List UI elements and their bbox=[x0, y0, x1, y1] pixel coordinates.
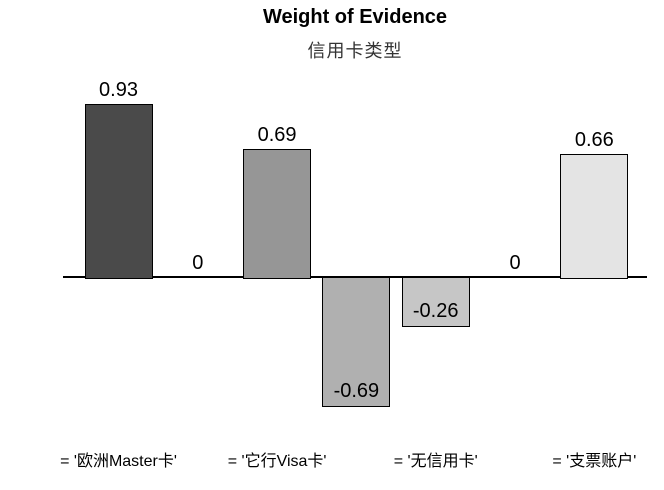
bar-value-label: 0.69 bbox=[257, 123, 297, 146]
bar-value-label: 0.93 bbox=[99, 79, 138, 102]
bar-value-label: -0.69 bbox=[333, 380, 380, 403]
bar bbox=[322, 277, 391, 408]
x-axis-label: = '欧洲Master卡' bbox=[60, 453, 177, 470]
zero-axis-line bbox=[63, 276, 647, 278]
bar-value-label: 0 bbox=[192, 252, 204, 274]
chart-subtitle: 信用卡类型 bbox=[307, 41, 403, 61]
x-axis-label: = '支票账户' bbox=[552, 453, 637, 470]
bar bbox=[243, 148, 312, 279]
bar bbox=[560, 154, 629, 279]
bar-value-label: -0.26 bbox=[412, 300, 459, 323]
bar bbox=[401, 277, 470, 328]
bar bbox=[84, 104, 153, 279]
x-axis-label: = '它行Visa卡' bbox=[227, 453, 327, 470]
x-axis-label: = '无信用卡' bbox=[393, 453, 478, 470]
chart-title: Weight of Evidence bbox=[262, 6, 448, 28]
bar-value-label: 0 bbox=[509, 252, 521, 274]
bar-value-label: 0.66 bbox=[574, 129, 614, 152]
